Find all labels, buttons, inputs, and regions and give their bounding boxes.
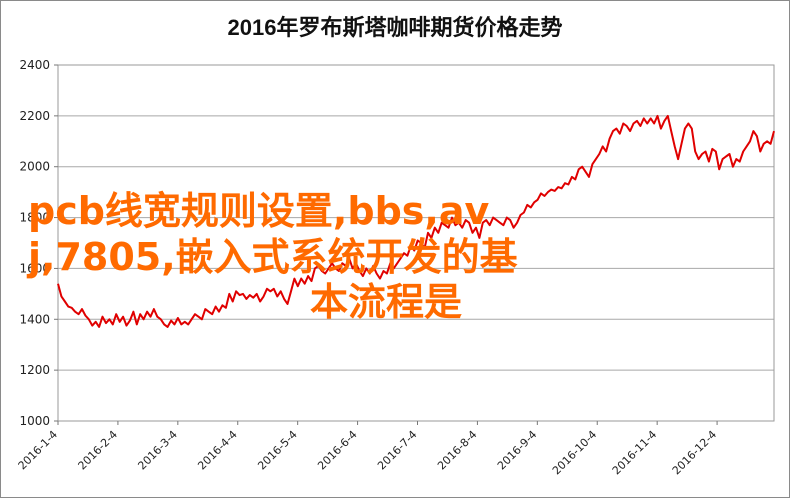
chart-axes	[54, 64, 775, 425]
x-tick-label: 2016-8-4	[435, 428, 480, 473]
x-tick-label: 2016-3-4	[135, 428, 180, 473]
x-tick-label: 2016-4-4	[195, 428, 240, 473]
x-tick-label: 2016-12-4	[670, 428, 719, 477]
y-axis-ticks: 1000 1200 1400 1600 1800 2000 2200 2400	[19, 58, 50, 428]
series-line-0	[57, 114, 775, 328]
y-tick-label: 2000	[19, 160, 50, 174]
x-tick-label: 2016-5-4	[255, 428, 300, 473]
y-tick-label: 1800	[19, 211, 50, 225]
x-tick-label: 2016-11-4	[610, 428, 659, 477]
x-tick-label: 2016-10-4	[550, 428, 599, 477]
x-tick-label: 2016-7-4	[375, 428, 420, 473]
y-tick-label: 2400	[19, 58, 50, 72]
series-group	[57, 114, 775, 328]
plot-area-border	[57, 64, 775, 422]
y-tick-label: 2200	[19, 109, 50, 123]
x-tick-label: 2016-9-4	[495, 428, 540, 473]
x-tick-label: 2016-6-4	[315, 428, 360, 473]
x-tick-label: 2016-1-4	[16, 428, 61, 473]
x-tick-label: 2016-2-4	[76, 428, 121, 473]
x-axis-ticks: 2016-1-4 2016-2-4 2016-3-4 2016-4-4 2016-5-4…	[16, 428, 720, 477]
y-tick-label: 1000	[19, 414, 50, 428]
y-tick-label: 1600	[19, 261, 50, 275]
y-tick-label: 1200	[19, 363, 50, 377]
chart-grid	[58, 64, 774, 422]
chart-title: 2016年罗布斯塔咖啡期货价格走势	[227, 15, 563, 40]
y-tick-label: 1400	[19, 312, 50, 326]
